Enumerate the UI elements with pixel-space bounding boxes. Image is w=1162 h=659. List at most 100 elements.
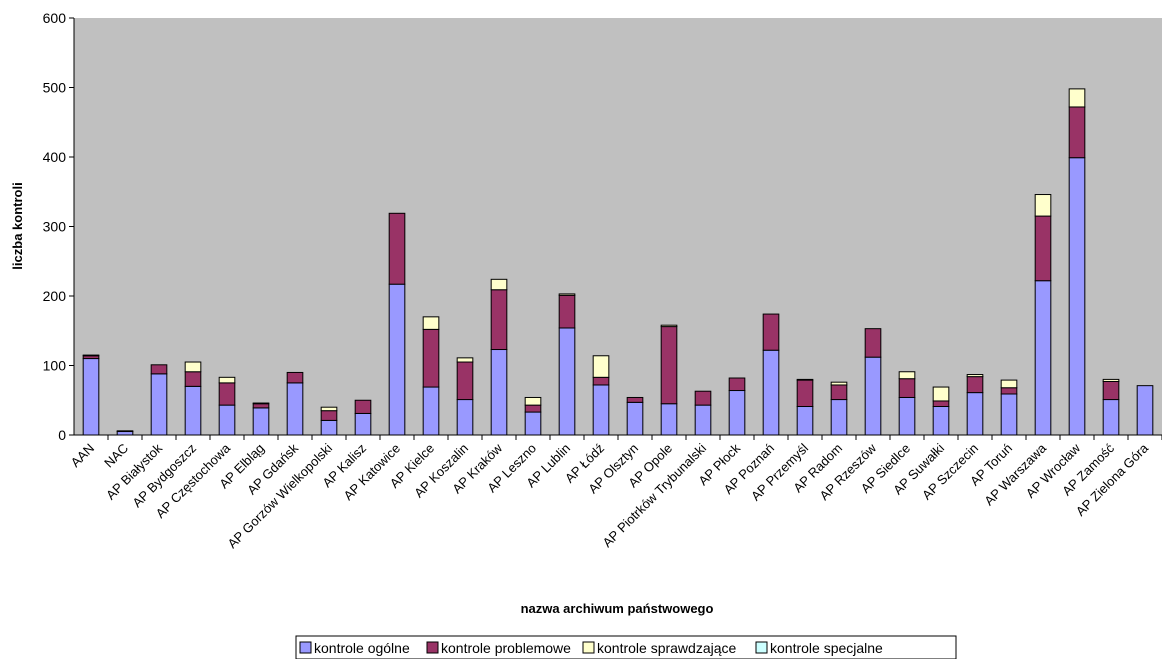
legend-swatch-series-3 — [755, 641, 768, 654]
bar-segment-series-0 — [966, 392, 984, 436]
bar-segment-series-2 — [932, 386, 950, 402]
y-axis-ticks: 0 100 200 300 400 500 600 — [43, 10, 74, 443]
bar-segment-series-1 — [422, 328, 440, 388]
bar-segment-series-2 — [1034, 194, 1052, 217]
y-axis-title: liczba kontroli — [10, 182, 25, 269]
bar-segment-series-0 — [150, 373, 168, 436]
bar-segment-series-1 — [184, 371, 202, 387]
legend-frame — [295, 635, 957, 659]
legend-swatch-series-0 — [299, 641, 312, 654]
bar-segment-series-1 — [796, 379, 814, 408]
bar-segment-series-1 — [830, 384, 848, 401]
bar-segment-series-1 — [966, 376, 984, 394]
bar-segment-series-0 — [184, 385, 202, 436]
bar-segment-series-0 — [82, 358, 100, 436]
bar-segment-series-2 — [456, 357, 474, 363]
bar-segment-series-2 — [184, 361, 202, 373]
bar-segment-series-1 — [150, 364, 168, 375]
bar-segment-series-1 — [762, 313, 780, 351]
bar-segment-series-0 — [1068, 157, 1086, 436]
bar-segment-series-1 — [524, 404, 542, 413]
legend-label-series-0: kontrole ogólne — [314, 640, 410, 656]
x-category-label: AAN — [68, 441, 98, 471]
legend: kontrole ogólne kontrole problemowe kontro… — [295, 635, 957, 659]
bar-segment-series-1 — [898, 378, 916, 398]
bar-segment-series-0 — [252, 407, 270, 436]
y-tick-label: 500 — [43, 80, 67, 96]
bar-segment-series-1 — [456, 361, 474, 401]
bar-segment-series-2 — [320, 406, 338, 412]
bar-segment-series-1 — [388, 212, 406, 285]
bar-segment-series-2 — [422, 316, 440, 330]
bar-segment-series-0 — [116, 431, 134, 436]
bar-segment-series-1 — [728, 377, 746, 392]
legend-swatch-series-1 — [426, 641, 439, 654]
bar-segment-series-1 — [218, 382, 236, 406]
bar-segment-series-2 — [796, 378, 814, 381]
bar-segment-series-0 — [1136, 385, 1154, 436]
bar-segment-series-1 — [252, 403, 270, 409]
bar-segment-series-1 — [626, 396, 644, 403]
bar-segment-series-0 — [422, 386, 440, 436]
bar-segment-series-1 — [932, 400, 950, 408]
bar-segment-series-1 — [864, 328, 882, 358]
bar-segment-series-0 — [490, 349, 508, 436]
bar-segment-series-1 — [490, 289, 508, 351]
bar-segment-series-1 — [1068, 106, 1086, 159]
bar-segment-series-2 — [1000, 379, 1018, 389]
bar-segment-series-2 — [558, 293, 576, 296]
legend-label-series-2: kontrole sprawdzające — [597, 640, 737, 656]
bar-segment-series-0 — [694, 404, 712, 436]
bar-segment-series-0 — [830, 399, 848, 436]
bar-segment-series-1 — [320, 410, 338, 421]
bar-segment-series-0 — [728, 390, 746, 436]
y-tick-label: 200 — [43, 288, 67, 304]
bar-segment-series-1 — [1102, 380, 1120, 401]
x-axis-title: nazwa archiwum państwowego — [521, 601, 714, 616]
bar-segment-series-2 — [592, 355, 610, 378]
bar-segment-series-1 — [354, 399, 372, 414]
bar-segment-series-2 — [660, 324, 678, 328]
legend-swatch-series-2 — [582, 641, 595, 654]
bar-segment-series-2 — [490, 278, 508, 291]
bar-segment-series-0 — [558, 327, 576, 436]
y-tick-label: 600 — [43, 10, 67, 26]
bar-segment-series-0 — [660, 403, 678, 436]
bar-segment-series-0 — [898, 396, 916, 436]
bar-segment-series-0 — [1000, 393, 1018, 436]
bar-segment-series-2 — [966, 374, 984, 378]
bar-segment-series-0 — [320, 419, 338, 436]
bars — [82, 88, 1154, 436]
y-tick-label: 100 — [43, 358, 67, 374]
bar-segment-series-0 — [524, 411, 542, 436]
bar-segment-series-0 — [796, 406, 814, 436]
y-tick-label: 400 — [43, 149, 67, 165]
y-tick-label: 0 — [58, 427, 66, 443]
bar-segment-series-0 — [762, 349, 780, 436]
bar-segment-series-2 — [1068, 88, 1086, 108]
bar-segment-series-0 — [592, 384, 610, 436]
bar-segment-series-1 — [286, 371, 304, 384]
bar-segment-series-2 — [898, 371, 916, 380]
bar-segment-series-2 — [218, 376, 236, 384]
bar-segment-series-1 — [1000, 387, 1018, 395]
bar-segment-series-0 — [286, 382, 304, 436]
bar-segment-series-0 — [456, 399, 474, 436]
plot-area — [74, 18, 1162, 435]
bar-segment-series-0 — [388, 283, 406, 436]
bar-segment-series-0 — [1102, 399, 1120, 436]
bar-segment-series-1 — [558, 294, 576, 329]
bar-segment-series-0 — [354, 412, 372, 436]
bar-segment-series-0 — [626, 401, 644, 436]
bar-segment-series-2 — [1102, 378, 1120, 382]
bar-segment-series-1 — [1034, 215, 1052, 282]
bar-segment-series-2 — [524, 396, 542, 406]
bar-segment-series-1 — [694, 390, 712, 406]
bar-segment-series-1 — [660, 326, 678, 405]
y-tick-label: 300 — [43, 219, 67, 235]
bar-segment-series-2 — [82, 354, 100, 357]
bar-segment-series-0 — [1034, 280, 1052, 436]
bar-segment-series-1 — [116, 430, 134, 433]
